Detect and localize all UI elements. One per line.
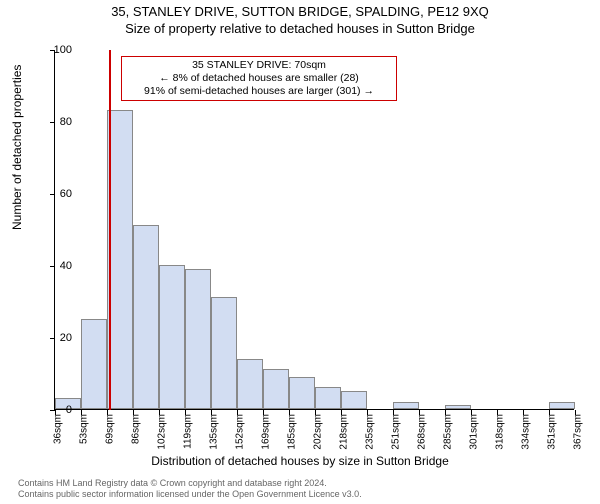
xtick-label: 36sqm	[53, 414, 64, 444]
footer-line-1: Contains HM Land Registry data © Crown c…	[18, 478, 362, 489]
callout-box: 35 STANLEY DRIVE: 70sqm← 8% of detached …	[121, 56, 397, 101]
xtick-label: 268sqm	[417, 414, 428, 450]
xtick-label: 218sqm	[339, 414, 350, 450]
xtick-label: 53sqm	[79, 414, 90, 444]
xtick-label: 119sqm	[183, 414, 194, 449]
xtick-label: 251sqm	[391, 414, 402, 450]
histogram-bar	[159, 265, 185, 409]
histogram-bar	[315, 387, 341, 409]
chart-area: 36sqm53sqm69sqm86sqm102sqm119sqm135sqm15…	[54, 50, 574, 410]
xtick-label: 334sqm	[521, 414, 532, 450]
histogram-bar	[81, 319, 107, 409]
histogram-bar	[341, 391, 367, 409]
histogram-bar	[445, 405, 471, 409]
xtick-label: 285sqm	[443, 414, 454, 450]
ytick-label: 80	[42, 116, 72, 128]
histogram-bar	[289, 377, 315, 409]
y-axis-label: Number of detached properties	[10, 65, 24, 230]
callout-line-3: 91% of semi-detached houses are larger (…	[128, 85, 390, 98]
histogram-bar	[263, 369, 289, 409]
highlight-line	[109, 50, 111, 410]
ytick-label: 60	[42, 188, 72, 200]
xtick-label: 102sqm	[157, 414, 168, 450]
xtick-label: 367sqm	[573, 414, 584, 450]
histogram-bar	[133, 225, 159, 409]
xtick-label: 301sqm	[469, 414, 480, 450]
ytick-label: 40	[42, 260, 72, 272]
callout-line-1: 35 STANLEY DRIVE: 70sqm	[128, 59, 390, 72]
xtick-label: 169sqm	[261, 414, 272, 450]
page-title: 35, STANLEY DRIVE, SUTTON BRIDGE, SPALDI…	[0, 4, 600, 19]
xtick-label: 185sqm	[287, 414, 298, 450]
callout-line-2: ← 8% of detached houses are smaller (28)	[128, 72, 390, 85]
xtick-label: 135sqm	[209, 414, 220, 450]
histogram-bar	[185, 269, 211, 409]
histogram-bar	[211, 297, 237, 409]
ytick-label: 100	[42, 44, 72, 56]
histogram-bar	[237, 359, 263, 409]
ytick-label: 20	[42, 332, 72, 344]
footer-attribution: Contains HM Land Registry data © Crown c…	[18, 478, 362, 500]
xtick-label: 86sqm	[131, 414, 142, 444]
xtick-label: 69sqm	[105, 414, 116, 444]
xtick-label: 318sqm	[495, 414, 506, 450]
xtick-label: 202sqm	[313, 414, 324, 450]
page-subtitle: Size of property relative to detached ho…	[0, 21, 600, 36]
histogram-bar	[549, 402, 575, 409]
x-axis-label: Distribution of detached houses by size …	[0, 454, 600, 468]
xtick-label: 351sqm	[547, 414, 558, 450]
plot-region: 36sqm53sqm69sqm86sqm102sqm119sqm135sqm15…	[54, 50, 574, 410]
histogram-bar	[393, 402, 419, 409]
footer-line-2: Contains public sector information licen…	[18, 489, 362, 500]
ytick-label: 0	[42, 404, 72, 416]
xtick-label: 152sqm	[235, 414, 246, 450]
xtick-label: 235sqm	[365, 414, 376, 450]
